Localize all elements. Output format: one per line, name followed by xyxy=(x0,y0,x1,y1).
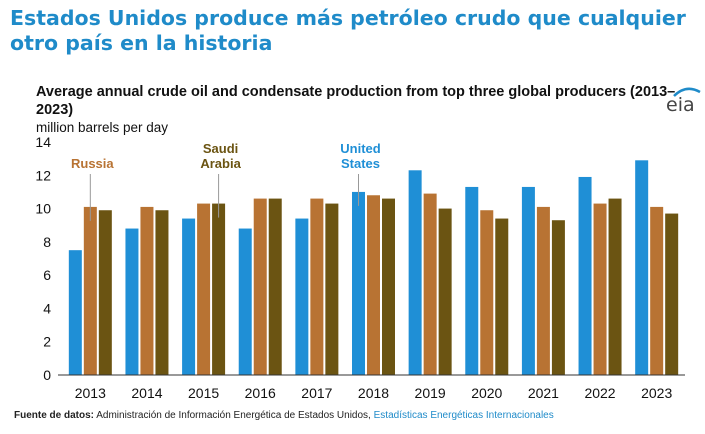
bar xyxy=(238,228,252,375)
y-tick-label: 14 xyxy=(35,134,51,150)
series-label: Saudi Arabia xyxy=(200,141,241,171)
bar xyxy=(295,218,309,375)
bar xyxy=(155,210,169,375)
footer-label: Fuente de datos: xyxy=(14,410,95,421)
x-tick-label: 2019 xyxy=(415,385,446,401)
bar xyxy=(521,186,535,375)
y-tick-label: 10 xyxy=(35,201,51,217)
x-tick-label: 2014 xyxy=(131,385,162,401)
bar xyxy=(212,203,226,375)
eia-logo-icon: eia xyxy=(666,86,702,122)
bar xyxy=(352,191,365,375)
bar xyxy=(367,195,380,375)
bar xyxy=(578,176,592,375)
bar xyxy=(551,220,565,375)
y-tick-label: 8 xyxy=(43,234,51,250)
y-axis-unit-label: million barrels per day xyxy=(36,120,169,135)
data-source-footer: Fuente de datos: Administración de Infor… xyxy=(14,410,554,421)
chart-title: Average annual crude oil and condensate … xyxy=(36,84,676,118)
series-label: United States xyxy=(340,141,381,171)
y-tick-label: 12 xyxy=(35,167,51,183)
bar xyxy=(536,206,550,375)
eia-logo-arc-icon xyxy=(673,87,701,97)
bar xyxy=(423,193,437,375)
bar xyxy=(83,206,97,375)
y-tick-label: 6 xyxy=(43,267,51,283)
bar xyxy=(253,198,267,375)
bar xyxy=(98,210,112,375)
footer-source-link[interactable]: Estadísticas Energéticas Internacionales xyxy=(373,410,554,421)
bar xyxy=(268,198,282,375)
x-tick-label: 2022 xyxy=(584,385,615,401)
bar xyxy=(310,198,324,375)
x-tick-label: 2017 xyxy=(301,385,332,401)
bar xyxy=(480,210,494,375)
bar xyxy=(68,250,82,375)
bar xyxy=(140,206,154,375)
bar xyxy=(665,213,679,375)
bar xyxy=(593,203,607,375)
x-tick-label: 2021 xyxy=(528,385,559,401)
bar xyxy=(650,206,664,375)
x-tick-label: 2018 xyxy=(358,385,389,401)
y-tick-label: 0 xyxy=(43,367,51,383)
bar xyxy=(408,170,422,375)
x-tick-label: 2015 xyxy=(188,385,219,401)
x-tick-label: 2020 xyxy=(471,385,502,401)
bar xyxy=(382,198,395,375)
bar xyxy=(635,160,649,375)
x-tick-label: 2016 xyxy=(245,385,276,401)
x-tick-label: 2013 xyxy=(75,385,106,401)
bar xyxy=(465,186,479,375)
footer-text: Administración de Información Energética… xyxy=(94,410,374,421)
x-tick-label: 2023 xyxy=(641,385,672,401)
bar xyxy=(125,228,139,375)
bar xyxy=(197,203,211,375)
headline: Estados Unidos produce más petróleo crud… xyxy=(10,6,686,55)
y-tick-label: 2 xyxy=(43,334,51,350)
bar xyxy=(325,203,339,375)
y-tick-label: 4 xyxy=(43,300,51,316)
series-label: Russia xyxy=(71,156,114,171)
eia-logo-text: eia xyxy=(666,94,695,116)
bar xyxy=(495,218,509,375)
bar xyxy=(438,208,452,375)
bar xyxy=(182,218,196,375)
bar xyxy=(608,198,622,375)
